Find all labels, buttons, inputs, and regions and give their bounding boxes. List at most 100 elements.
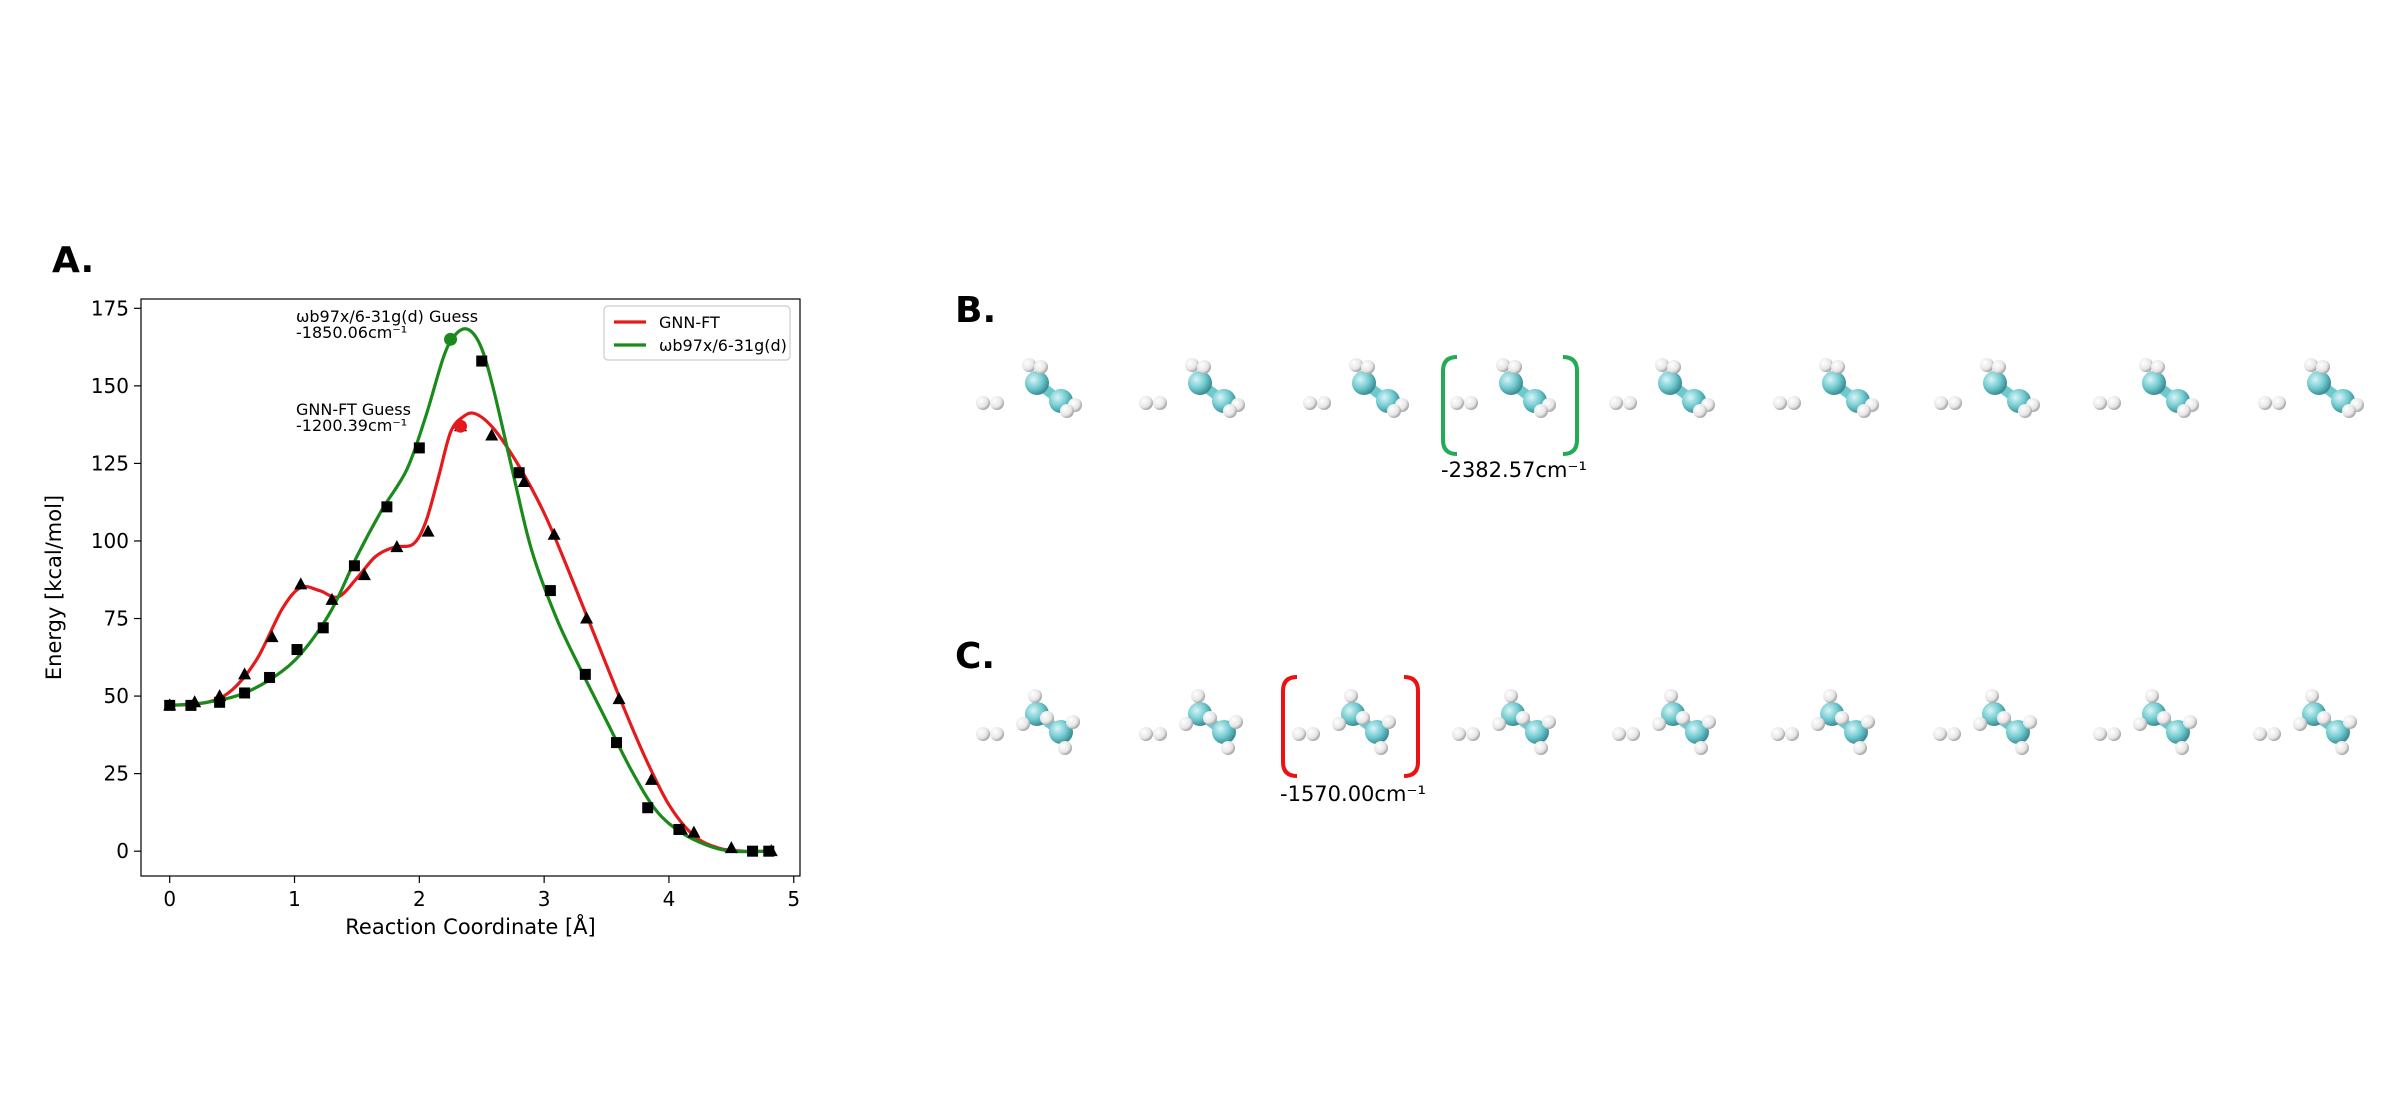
hydrogen-atom — [1332, 717, 1346, 731]
hydrogen-atom — [1702, 715, 1716, 729]
hydrogen-atom — [1344, 689, 1358, 703]
y-tick-label: 25 — [104, 762, 129, 786]
hydrogen-atom — [1292, 727, 1306, 741]
hydrogen-atom — [1612, 727, 1626, 741]
x-tick-label: 4 — [663, 887, 676, 911]
carbon-atom — [1525, 720, 1549, 744]
hydrogen-atom — [1933, 727, 1947, 741]
data-point-square — [291, 644, 303, 656]
hydrogen-atom — [976, 396, 990, 410]
hydrogen-atom — [1153, 396, 1167, 410]
hydrogen-atom — [1361, 360, 1375, 374]
molecule-snapshot — [1609, 358, 1715, 418]
carbon-atom — [1685, 720, 1709, 744]
y-tick-label: 175 — [91, 296, 129, 320]
data-point-square — [611, 737, 623, 749]
x-tick-label: 5 — [787, 887, 800, 911]
hydrogen-atom — [1667, 360, 1681, 374]
hydrogen-atom — [1504, 689, 1518, 703]
hydrogen-atom — [1980, 358, 1994, 372]
transition-state-bracket-c — [1281, 675, 1420, 778]
data-point-triangle — [580, 611, 594, 624]
hydrogen-atom — [1139, 396, 1153, 410]
hydrogen-atom — [1028, 689, 1042, 703]
x-axis-label: Reaction Coordinate [Å] — [345, 913, 595, 939]
hydrogen-atom — [1349, 358, 1363, 372]
guess-point — [454, 419, 468, 433]
molecule-snapshot — [1139, 358, 1245, 418]
data-point-triangle — [265, 630, 279, 643]
hydrogen-atom — [1034, 360, 1048, 374]
series-line-wb97x — [169, 327, 769, 854]
data-point-triangle — [612, 692, 626, 705]
hydrogen-atom — [2107, 396, 2121, 410]
hydrogen-atom — [1835, 711, 1849, 725]
hydrogen-atom — [2157, 711, 2171, 725]
molecule-snapshot — [1139, 689, 1243, 755]
carbon-atom — [2006, 720, 2030, 744]
carbon-atom — [2326, 720, 2350, 744]
carbon-atom — [1049, 720, 1073, 744]
hydrogen-atom — [1058, 741, 1072, 755]
carbon-atom — [1352, 371, 1376, 395]
y-tick-label: 0 — [116, 839, 129, 863]
hydrogen-atom — [1374, 741, 1388, 755]
hydrogen-atom — [1623, 396, 1637, 410]
bracket-left — [1281, 675, 1298, 778]
molecule-snapshot — [976, 358, 1082, 418]
hydrogen-atom — [1785, 727, 1799, 741]
data-point-square — [164, 699, 176, 711]
x-tick-label: 3 — [538, 887, 551, 911]
molecule-snapshot — [2093, 689, 2197, 755]
series-line-gnn-ft — [169, 411, 772, 854]
hydrogen-atom — [1452, 727, 1466, 741]
molecule-snapshot — [2093, 358, 2199, 418]
hydrogen-atom — [2335, 741, 2349, 755]
hydrogen-atom — [976, 727, 990, 741]
hydrogen-atom — [1773, 396, 1787, 410]
hydrogen-atom — [1022, 358, 1036, 372]
data-point-square — [642, 802, 654, 814]
hydrogen-atom — [1534, 404, 1548, 418]
molecule-snapshot — [1612, 689, 1716, 755]
hydrogen-atom — [1655, 358, 1669, 372]
data-point-square — [544, 585, 556, 597]
data-point-triangle — [390, 540, 404, 553]
hydrogen-atom — [1831, 360, 1845, 374]
hydrogen-atom — [1066, 715, 1080, 729]
carbon-atom — [2166, 720, 2190, 744]
y-tick-label: 100 — [91, 529, 129, 553]
data-point-triangle — [547, 527, 561, 540]
hydrogen-atom — [1516, 711, 1530, 725]
hydrogen-atom — [1934, 396, 1948, 410]
data-point-square — [317, 622, 329, 634]
data-point-square — [264, 671, 276, 683]
guess-label: ωb97x/6-31g(d) Guess — [296, 307, 478, 326]
data-point-square — [413, 442, 425, 454]
hydrogen-atom — [1652, 717, 1666, 731]
hydrogen-atom — [1693, 404, 1707, 418]
hydrogen-atom — [1542, 715, 1556, 729]
x-tick-label: 0 — [163, 887, 176, 911]
hydrogen-atom — [1492, 717, 1506, 731]
bracket-right — [1562, 355, 1579, 456]
hydrogen-atom — [2015, 741, 2029, 755]
carbon-atom — [1983, 371, 2007, 395]
x-tick-label: 1 — [288, 887, 301, 911]
data-point-triangle — [421, 524, 435, 537]
hydrogen-atom — [2093, 727, 2107, 741]
hydrogen-atom — [1223, 404, 1237, 418]
hydrogen-atom — [1450, 396, 1464, 410]
hydrogen-atom — [1992, 360, 2006, 374]
hydrogen-atom — [1664, 689, 1678, 703]
hydrogen-atom — [2305, 689, 2319, 703]
legend-entry: GNN-FT — [659, 313, 720, 332]
hydrogen-atom — [2317, 711, 2331, 725]
hydrogen-atom — [1203, 711, 1217, 725]
hydrogen-atom — [2183, 715, 2197, 729]
hydrogen-atom — [2175, 741, 2189, 755]
molecule-snapshot — [2258, 358, 2364, 418]
carbon-atom — [2307, 371, 2331, 395]
guess-frequency: -1200.39cm⁻¹ — [296, 416, 407, 435]
